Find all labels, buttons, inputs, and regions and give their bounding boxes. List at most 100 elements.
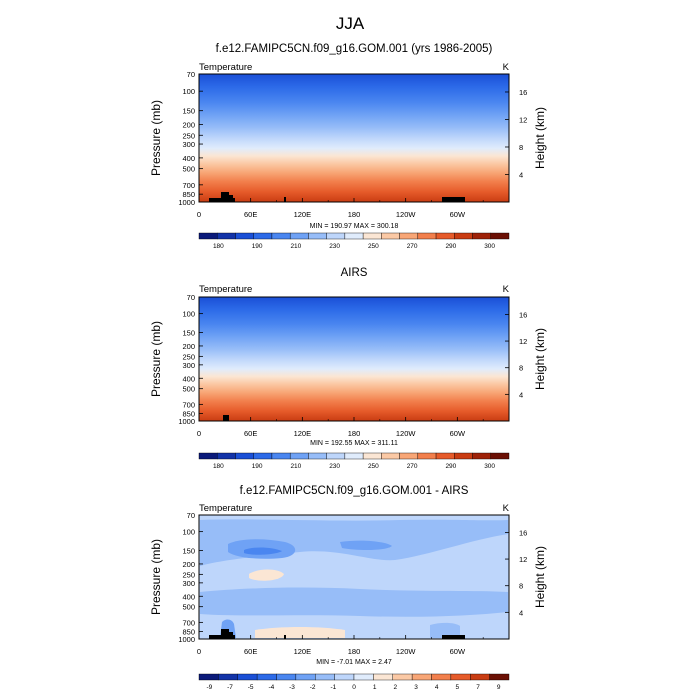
min-max-text: MIN = 192.55 MAX = 311.11 (310, 440, 398, 447)
y-tick-label: 1000 (178, 417, 195, 426)
colorbar-box (489, 673, 510, 681)
colorbar-box (289, 232, 309, 240)
colorbar-box (417, 232, 437, 240)
x-ticks: 0 60E 120E 180 120W 60W (197, 198, 484, 219)
colorbar-box (435, 232, 455, 240)
colorbar-label: 1 (373, 684, 377, 691)
colorbar-box (399, 452, 419, 460)
colorbar-label: 2 (394, 684, 398, 691)
y-tick-label: 300 (182, 579, 195, 588)
colorbar-box (490, 232, 510, 240)
colorbar-box (362, 452, 382, 460)
colorbar-box (381, 232, 400, 240)
y-axis-label: Pressure (mb) (149, 100, 163, 176)
x-tick-label: 60E (244, 429, 257, 438)
min-max-text: MIN = -7.01 MAX = 2.47 (316, 659, 392, 666)
colorbar-box (315, 673, 335, 681)
colorbar-box (256, 673, 277, 681)
colorbar-box (454, 452, 473, 460)
colorbar-box (308, 232, 327, 240)
y-tick-label: 500 (182, 385, 195, 394)
x-tick-label: 120E (294, 210, 312, 219)
colorbar-box (362, 232, 382, 240)
orography (209, 192, 465, 202)
x-ticks: 0 60E 120E 180 120W 60W (197, 417, 484, 438)
colorbar-label: 300 (484, 463, 495, 470)
y-axis-label: Pressure (mb) (149, 321, 163, 397)
colorbar-label: -4 (268, 684, 274, 691)
colorbar-box (237, 673, 258, 681)
colorbar-label: 9 (497, 684, 501, 691)
x-tick-label: 0 (197, 429, 201, 438)
colorbar-box (271, 232, 291, 240)
contour-pos1 (249, 569, 284, 581)
colorbar-box (353, 673, 374, 681)
colorbar-label: 300 (484, 243, 495, 250)
y2-tick-label: 16 (519, 310, 527, 319)
y-tick-label: 100 (182, 87, 195, 96)
x-tick-label: 120E (294, 647, 312, 656)
y-tick-label: 250 (182, 131, 195, 140)
x-tick-label: 60E (244, 647, 257, 656)
y-tick-label: 70 (187, 70, 195, 79)
colorbar-box (381, 452, 400, 460)
colorbar-box (276, 673, 297, 681)
colorbar-box (198, 673, 219, 681)
right-string: K (503, 62, 510, 73)
colorbar-label: 180 (213, 243, 224, 250)
contour-neg2 (340, 540, 392, 551)
y-tick-label: 150 (182, 547, 195, 556)
right-string: K (503, 503, 510, 514)
y-tick-label: 500 (182, 165, 195, 174)
y-tick-label: 70 (187, 511, 195, 520)
colorbar-box (217, 232, 236, 240)
colorbar: -9 -7 -5 -4 -3 -2 -1 0 1 2 3 4 5 7 9 (198, 673, 510, 691)
y2-tick-label: 8 (519, 582, 523, 591)
x-tick-label: 60W (450, 210, 466, 219)
x-tick-label: 120W (396, 210, 417, 219)
colorbar-label: 4 (435, 684, 439, 691)
colorbar-box (450, 673, 471, 681)
colorbar-label: 210 (290, 243, 301, 250)
colorbar-box (253, 232, 273, 240)
y-tick-label: 400 (182, 374, 195, 383)
contour-pos1 (255, 627, 345, 638)
y-tick-label: 700 (182, 618, 195, 627)
colorbar-label: 190 (252, 463, 263, 470)
x-tick-label: 60W (450, 429, 466, 438)
y-tick-label: 850 (182, 627, 195, 636)
panel-title: AIRS (341, 267, 368, 279)
colorbar-box (472, 232, 491, 240)
colorbar-label: 3 (414, 684, 418, 691)
y2-tick-label: 4 (519, 170, 523, 179)
x-tick-label: 120E (294, 429, 312, 438)
colorbar-box (326, 452, 346, 460)
x-tick-label: 120W (396, 647, 417, 656)
y-tick-label: 400 (182, 154, 195, 163)
x-ticks: 0 60E 120E 180 120W 60W (197, 635, 484, 656)
y2-tick-label: 12 (519, 555, 527, 564)
x-tick-label: 60E (244, 210, 257, 219)
y-tick-label: 100 (182, 310, 195, 319)
colorbar-box (271, 452, 291, 460)
colorbar-box (490, 452, 510, 460)
y2-axis-label: Height (km) (533, 546, 547, 608)
x-tick-label: 180 (348, 647, 361, 656)
y-tick-label: 500 (182, 603, 195, 612)
y2-ticks: 16 12 8 4 (505, 310, 527, 399)
colorbar-box (454, 232, 473, 240)
panel-title: f.e12.FAMIPC5CN.f09_g16.GOM.001 - AIRS (240, 485, 469, 497)
colorbar-label: 250 (368, 243, 379, 250)
plot-fill (199, 297, 509, 421)
y-tick-label: 300 (182, 140, 195, 149)
colorbar-label: 5 (456, 684, 460, 691)
y-tick-label: 200 (182, 121, 195, 130)
colorbar-box (411, 673, 432, 681)
colorbar-box (399, 232, 419, 240)
y-tick-label: 70 (187, 293, 195, 302)
contour-neg1 (430, 622, 460, 638)
y-tick-label: 700 (182, 181, 195, 190)
colorbar-box (431, 673, 452, 681)
colorbar-label: 180 (213, 463, 224, 470)
